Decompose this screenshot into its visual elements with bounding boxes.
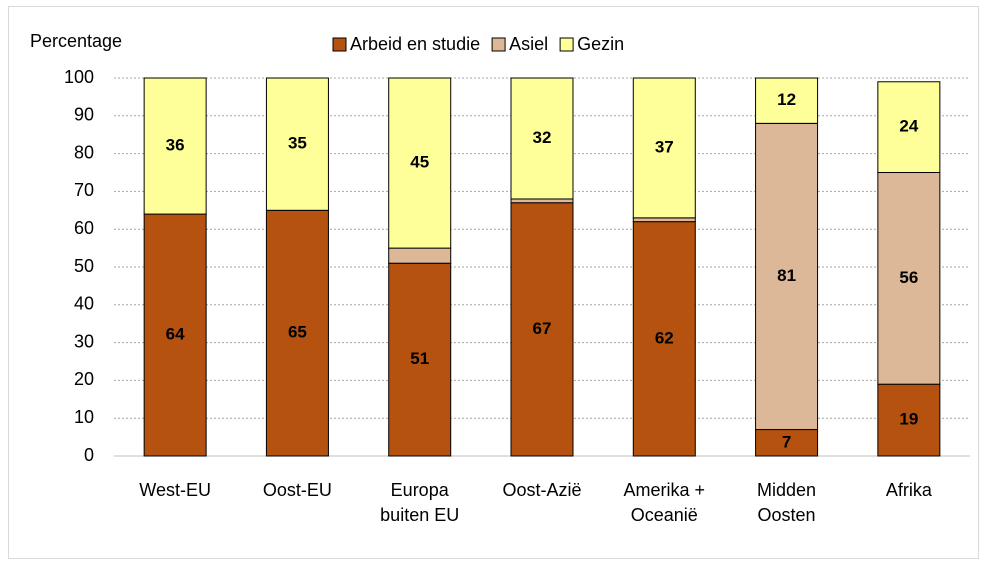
- y-tick-label: 80: [74, 142, 94, 162]
- bar-segment: [388, 77, 452, 249]
- data-label: 81: [777, 266, 796, 285]
- x-tick-label: Oost-EU: [262, 480, 332, 500]
- data-label: 32: [533, 128, 552, 147]
- x-tick-label: Europa buiten EU: [380, 480, 460, 525]
- x-tick-label: Midden Oosten: [757, 480, 817, 525]
- bar-segment: [510, 202, 574, 457]
- x-tick-label: Afrika: [885, 480, 932, 500]
- bar-segment: [632, 221, 696, 457]
- bar-segment: [388, 262, 452, 457]
- bar-segment: [143, 77, 207, 215]
- bar-segment: [877, 383, 941, 457]
- legend-swatch: [491, 37, 506, 52]
- data-label: 51: [410, 349, 429, 368]
- y-tick-label: 20: [74, 369, 94, 389]
- y-tick-label: 0: [84, 445, 94, 465]
- data-label: 62: [655, 328, 674, 347]
- bar-segment: [510, 77, 574, 200]
- bar-segment: [143, 213, 207, 457]
- legend-swatch: [332, 37, 347, 52]
- bar-segment: [388, 247, 452, 264]
- data-label: 56: [899, 268, 918, 287]
- x-tick-label: Oost-Azië: [502, 480, 582, 500]
- data-label: 45: [410, 153, 429, 172]
- data-label: 12: [777, 90, 796, 109]
- data-label: 35: [288, 134, 307, 153]
- bar-segment: [265, 77, 329, 211]
- legend-swatch: [559, 37, 574, 52]
- bar-segment: [877, 172, 941, 385]
- y-tick-label: 50: [74, 256, 94, 276]
- bar-segment: [510, 198, 574, 204]
- bar-segment: [755, 77, 819, 124]
- data-label: 24: [899, 117, 918, 136]
- data-label: 19: [899, 410, 918, 429]
- y-tick-label: 90: [74, 105, 94, 125]
- y-tick-label: 60: [74, 218, 94, 238]
- data-label: 7: [782, 432, 791, 451]
- data-label: 36: [166, 136, 185, 155]
- frame: [8, 6, 979, 559]
- bar-segment: [632, 77, 696, 219]
- bar-segment: [265, 209, 329, 457]
- x-tick-label: West-EU: [139, 480, 211, 500]
- y-tick-label: 100: [64, 67, 94, 87]
- data-label: 64: [166, 325, 185, 344]
- legend-label: Asiel: [509, 34, 548, 54]
- legend-label: Arbeid en studie: [350, 34, 480, 54]
- y-tick-label: 30: [74, 331, 94, 351]
- x-tick-label: Amerika + Oceanië: [623, 480, 706, 525]
- bar-segment: [755, 122, 819, 431]
- bar-segment: [632, 217, 696, 223]
- y-tick-label: 70: [74, 180, 94, 200]
- data-label: 67: [533, 319, 552, 338]
- bar-segment: [877, 81, 941, 173]
- data-label: 65: [288, 323, 307, 342]
- y-tick-label: 10: [74, 407, 94, 427]
- legend-label: Gezin: [577, 34, 624, 54]
- y-axis-label: Percentage: [30, 31, 122, 51]
- y-tick-label: 40: [74, 294, 94, 314]
- data-label: 37: [655, 137, 674, 156]
